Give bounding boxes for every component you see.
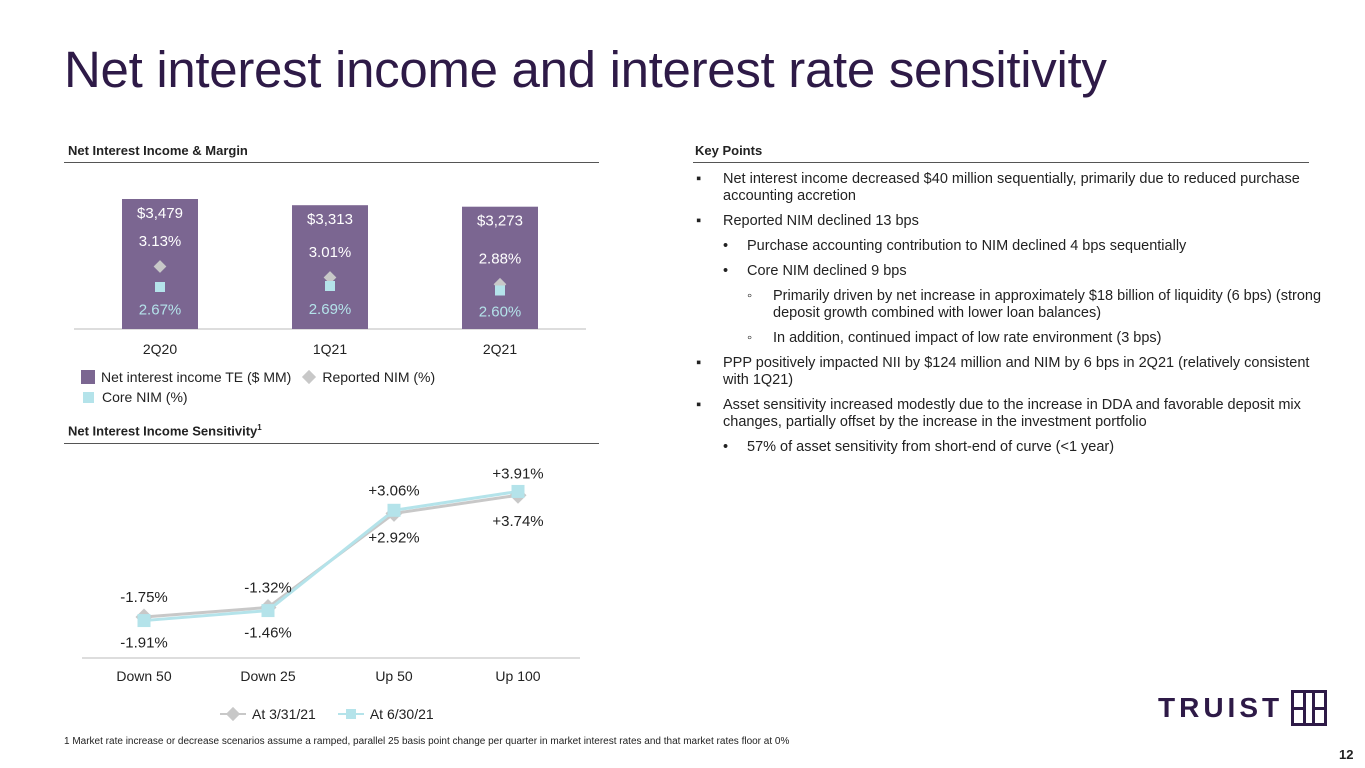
core-nim-label: 2.60%: [479, 304, 522, 321]
key-point-text: Primarily driven by net increase in appr…: [773, 288, 1322, 321]
key-points-heading: Key Points: [695, 143, 763, 158]
key-point-2: ▪ Reported NIM declined 13 bps: [696, 213, 1326, 230]
series-line-2: [143, 489, 519, 623]
bullet-marker: ◦: [747, 288, 753, 304]
data-label-3-31: -1.32%: [244, 579, 292, 596]
core-nim-label: 2.69%: [309, 301, 352, 318]
x-tick-label: 1Q21: [313, 341, 347, 357]
x-tick-label: 2Q20: [143, 341, 177, 357]
key-point-1: ▪ Net interest income decreased $40 milli…: [696, 171, 1326, 205]
bar-2Q21: [462, 206, 538, 329]
legend-label: At 6/30/21: [369, 706, 434, 722]
reported-nim-marker: [153, 260, 167, 273]
bullet-marker: •: [723, 439, 729, 455]
legend-diamond-swatch: [302, 369, 317, 385]
bar-value-label: $3,273: [477, 213, 523, 230]
x-tick-label: Up 50: [375, 668, 413, 684]
reported-nim-marker: [323, 271, 337, 284]
data-label-3-31: +3.74%: [492, 513, 543, 530]
truist-logo: TRUIST: [1158, 690, 1328, 726]
footnote: 1 Market rate increase or decrease scena…: [64, 736, 790, 747]
x-tick-label: Down 50: [116, 668, 171, 684]
key-point-text: Net interest income decreased $40 millio…: [723, 171, 1300, 204]
bullet-marker: ▪: [696, 171, 702, 187]
legend-label: Reported NIM (%): [322, 369, 436, 385]
key-point-5: ◦ Primarily driven by net increase in app…: [696, 288, 1326, 322]
data-label-6-30: -1.91%: [120, 635, 168, 652]
reported-nim-label: 3.13%: [139, 233, 182, 250]
data-label-6-30: -1.46%: [244, 625, 292, 642]
bullet-marker: ▪: [696, 397, 702, 413]
nim-heading-rule: [64, 162, 599, 163]
square-marker: [137, 614, 151, 628]
bullet-marker: •: [723, 238, 729, 254]
key-point-text: Reported NIM declined 13 bps: [723, 213, 919, 229]
key-point-text: 57% of asset sensitivity from short-end …: [747, 439, 1115, 455]
data-label-3-31: -1.75%: [120, 589, 168, 606]
nim-legend: Net interest income TE ($ MM) Reported N…: [81, 367, 445, 407]
key-point-4: • Core NIM declined 9 bps: [696, 263, 1326, 280]
sensitivity-heading-text: Net Interest Income Sensitivity: [68, 423, 258, 439]
data-label-3-31: +2.92%: [368, 529, 419, 546]
bar-value-label: $3,313: [307, 211, 353, 228]
core-nim-marker: [495, 285, 505, 296]
core-nim-label: 2.67%: [139, 302, 182, 319]
legend-label: Core NIM (%): [102, 389, 188, 405]
bullet-marker: ◦: [747, 330, 753, 346]
legend-item-reported-nim: Reported NIM (%): [301, 369, 435, 385]
footnote-marker: 1: [257, 423, 262, 432]
legend-item-3-31-21: At 3/31/21: [220, 706, 316, 722]
truist-mark-icon: [1291, 690, 1328, 726]
key-point-6: ◦ In addition, continued impact of low ra…: [696, 330, 1326, 347]
key-point-text: Asset sensitivity increased modestly due…: [723, 397, 1301, 430]
legend-label: Net interest income TE ($ MM): [101, 369, 292, 385]
legend-item-core-nim: Core NIM (%): [81, 389, 188, 405]
nim-bar-chart: $3,479 3.13% 2.67% 2Q20 $3,313 3.01% 2.69% 1Q21…: [74, 199, 586, 357]
key-point-7: ▪ PPP positively impacted NII by $124 mil…: [696, 355, 1326, 389]
page-title: Net interest income and interest rate se…: [64, 41, 1107, 98]
legend-line-diamond-swatch: [220, 706, 246, 722]
legend-line-square-swatch: [337, 708, 364, 720]
legend-item-nii: Net interest income TE ($ MM): [81, 369, 291, 385]
page-number: 12: [1339, 747, 1354, 762]
sensitivity-legend: At 3/31/21 At 6/30/21: [220, 706, 456, 722]
core-nim-marker: [325, 281, 335, 291]
key-point-text: PPP positively impacted NII by $124 mill…: [723, 355, 1310, 388]
key-point-9: • 57% of asset sensitivity from short-end…: [696, 439, 1326, 456]
key-point-3: • Purchase accounting contribution to NIM…: [696, 238, 1326, 255]
square-marker: [261, 604, 275, 618]
sensitivity-section-heading: Net Interest Income Sensitivity1: [68, 423, 262, 438]
x-tick-label: 2Q21: [483, 341, 517, 357]
reported-nim-label: 2.88%: [479, 251, 522, 268]
nim-section-heading: Net Interest Income & Margin: [68, 143, 248, 158]
key-points-list: ▪ Net interest income decreased $40 milli…: [696, 171, 1326, 464]
legend-square-swatch: [83, 391, 94, 403]
legend-bar-swatch: [81, 370, 95, 384]
legend-label: At 3/31/21: [252, 706, 316, 722]
square-marker: [511, 484, 525, 498]
sensitivity-line-chart: -1.75% -1.32% +2.92% +3.74% -1.91% -1.46% +3.0…: [82, 465, 580, 684]
key-point-text: Purchase accounting contribution to NIM …: [747, 238, 1187, 254]
data-label-6-30: +3.06%: [368, 482, 419, 499]
logo-wordmark: TRUIST: [1158, 692, 1284, 723]
bullet-marker: ▪: [696, 355, 702, 371]
key-points-rule: [693, 162, 1309, 163]
key-point-8: ▪ Asset sensitivity increased modestly du…: [696, 397, 1326, 431]
data-label-6-30: +3.91%: [492, 465, 543, 482]
bar-1Q21: [292, 205, 368, 329]
reported-nim-label: 3.01%: [309, 244, 352, 261]
bar-value-label: $3,479: [137, 205, 183, 222]
series-line-1: [143, 493, 519, 619]
sensitivity-heading-rule: [64, 443, 599, 444]
legend-item-6-30-21: At 6/30/21: [337, 706, 434, 722]
bullet-marker: •: [723, 263, 729, 279]
core-nim-marker: [155, 282, 165, 292]
bullet-marker: ▪: [696, 213, 702, 229]
x-tick-label: Down 25: [240, 668, 295, 684]
x-tick-label: Up 100: [495, 668, 540, 684]
square-marker: [387, 503, 401, 517]
key-point-text: In addition, continued impact of low rat…: [773, 330, 1162, 346]
key-point-text: Core NIM declined 9 bps: [747, 263, 907, 279]
